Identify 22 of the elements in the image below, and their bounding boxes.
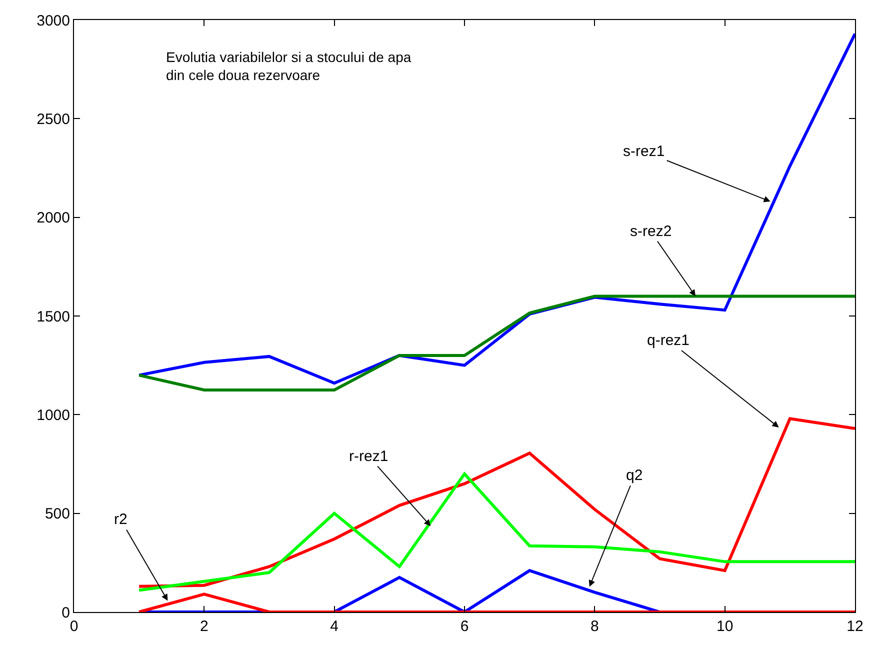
x-tick-label: 12 bbox=[846, 618, 864, 635]
line-series bbox=[138, 417, 855, 588]
y-tick-label: 500 bbox=[44, 506, 70, 523]
y-tick-label: 0 bbox=[62, 604, 70, 622]
annotation: s-rez2 bbox=[630, 223, 672, 240]
y-tick-label: 2000 bbox=[36, 210, 70, 227]
annotation: r2 bbox=[114, 511, 128, 528]
annotation: q2 bbox=[626, 467, 643, 484]
x-tick-label: 2 bbox=[200, 618, 208, 635]
y-tick-label: 3000 bbox=[36, 12, 70, 30]
x-tick-label: 4 bbox=[330, 618, 338, 635]
y-tick-label: 1500 bbox=[36, 308, 70, 326]
x-tick-label: 6 bbox=[460, 618, 469, 635]
x-tick-label: 10 bbox=[716, 618, 734, 635]
annotation: s-rez1 bbox=[623, 143, 665, 160]
line-series bbox=[138, 294, 855, 392]
y-tick-label: 2500 bbox=[36, 110, 70, 128]
y-tick-label: 1000 bbox=[36, 406, 70, 424]
text: Evolutia variabilelor si a stocului de apa din cele doua rezervoare bbox=[166, 49, 412, 84]
annotation: r-rez1 bbox=[349, 448, 388, 465]
annotation: q-rez1 bbox=[647, 332, 690, 349]
x-tick-label: 8 bbox=[590, 618, 599, 635]
